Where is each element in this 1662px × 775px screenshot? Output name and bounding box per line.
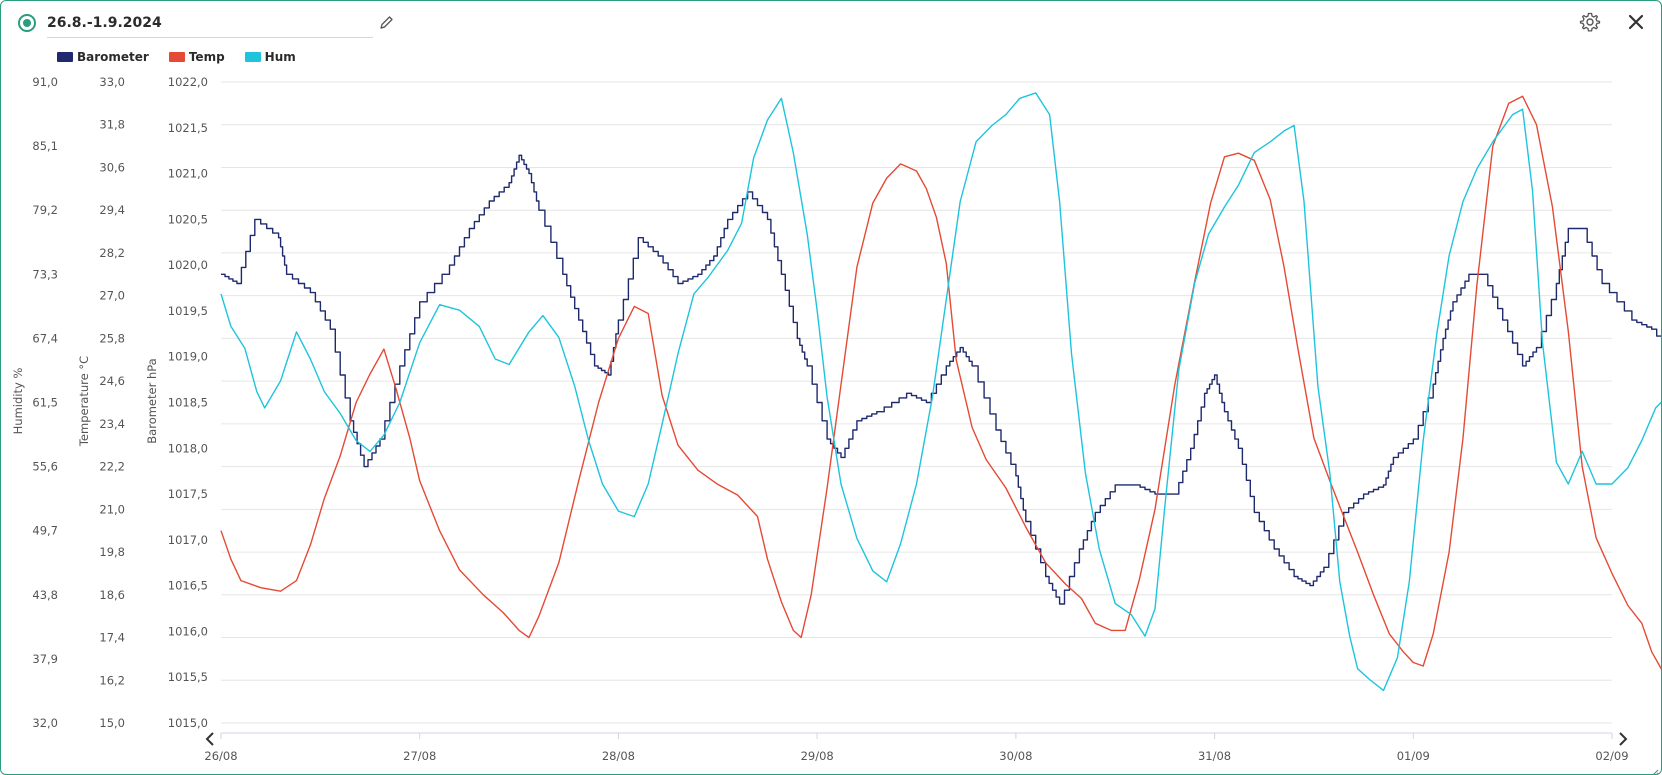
x-tick-label: 02/09 xyxy=(1595,749,1628,763)
grid-lines xyxy=(221,81,1612,724)
legend-label-barometer: Barometer xyxy=(77,50,149,64)
barometer-tick-label: 1015,5 xyxy=(168,670,208,684)
chevron-right-icon[interactable] xyxy=(1619,732,1628,746)
humidity-tick-label: 91,0 xyxy=(32,75,58,89)
barometer-tick-label: 1017,5 xyxy=(168,487,208,501)
temperature-tick-label: 23,4 xyxy=(99,417,125,431)
temperature-tick-label: 27,0 xyxy=(99,289,125,303)
barometer-tick-label: 1019,5 xyxy=(168,304,208,318)
legend-item-barometer[interactable]: Barometer xyxy=(57,49,149,65)
x-tick-label: 27/08 xyxy=(403,749,436,763)
temperature-tick-label: 30,6 xyxy=(99,160,125,174)
humidity-tick-label: 73,3 xyxy=(32,267,58,281)
temperature-tick-label: 25,8 xyxy=(99,331,125,345)
humidity-tick-label: 37,9 xyxy=(32,652,58,666)
temperature-tick-label: 31,8 xyxy=(99,118,125,132)
barometer-tick-label: 1017,0 xyxy=(168,533,208,547)
temperature-tick-label: 33,0 xyxy=(99,75,125,89)
gear-icon[interactable] xyxy=(1579,11,1601,33)
temperature-tick-label: 22,2 xyxy=(99,460,125,474)
humidity-tick-label: 61,5 xyxy=(32,396,58,410)
resize-grip-icon[interactable] xyxy=(1649,762,1659,774)
legend-swatch-temp xyxy=(168,52,185,62)
chevron-left-icon[interactable] xyxy=(205,732,214,746)
temperature-tick-label: 28,2 xyxy=(99,246,125,260)
barometer-tick-label: 1020,0 xyxy=(168,258,208,272)
humidity-axis: 91,0 85,1 79,2 73,3 67,4 61,5 55,6 49,7 43,8 37,9… xyxy=(32,75,58,730)
barometer-axis-title: Barometer hPa xyxy=(145,358,159,443)
close-icon[interactable] xyxy=(1625,11,1647,33)
temperature-axis: 33,0 31,8 30,6 29,4 28,2 27,0 25,8 24,6 23,4 22,2… xyxy=(99,75,125,730)
x-tick-label: 28/08 xyxy=(602,749,635,763)
chart-legend: Barometer Temp Hum xyxy=(57,49,296,65)
x-tick-label: 26/08 xyxy=(204,749,237,763)
legend-swatch-barometer xyxy=(57,52,73,62)
legend-label-temp: Temp xyxy=(188,50,225,64)
barometer-tick-label: 1019,0 xyxy=(168,350,208,364)
temperature-tick-label: 15,0 xyxy=(99,716,125,730)
humidity-tick-label: 79,2 xyxy=(32,203,58,217)
temperature-tick-label: 29,4 xyxy=(99,203,125,217)
temperature-tick-label: 24,6 xyxy=(99,374,125,388)
x-tick-label: 01/09 xyxy=(1397,749,1430,763)
series-line-temp[interactable] xyxy=(220,95,1661,687)
humidity-tick-label: 43,8 xyxy=(32,588,58,602)
barometer-tick-label: 1018,5 xyxy=(168,396,208,410)
barometer-tick-label: 1022,0 xyxy=(168,75,208,89)
temperature-tick-label: 18,6 xyxy=(99,588,125,602)
temperature-tick-label: 17,4 xyxy=(99,631,125,645)
temperature-tick-label: 21,0 xyxy=(99,502,125,516)
x-tick-label: 31/08 xyxy=(1198,749,1231,763)
period-title: 26.8.-1.9.2024 xyxy=(47,15,162,31)
header: 26.8.-1.9.2024 xyxy=(1,1,1661,45)
legend-label-hum: Hum xyxy=(264,50,296,64)
barometer-tick-label: 1021,0 xyxy=(168,167,208,181)
humidity-tick-label: 85,1 xyxy=(32,139,58,153)
barometer-tick-label: 1018,0 xyxy=(168,441,208,455)
barometer-tick-label: 1016,0 xyxy=(168,624,208,638)
humidity-tick-label: 55,6 xyxy=(32,460,58,474)
temperature-tick-label: 16,2 xyxy=(99,673,125,687)
x-tick-label: 30/08 xyxy=(999,749,1032,763)
legend-item-hum[interactable]: Hum xyxy=(244,49,296,65)
barometer-axis: 1022,0 1021,5 1021,0 1020,5 1020,0 1019,5 1019… xyxy=(168,75,208,730)
temperature-axis-title: Temperature °C xyxy=(77,356,91,447)
series-line-hum[interactable] xyxy=(220,92,1661,692)
humidity-axis-title: Humidity % xyxy=(11,368,25,435)
legend-item-temp[interactable]: Temp xyxy=(168,49,225,65)
pencil-icon[interactable] xyxy=(377,14,395,32)
barometer-tick-label: 1020,5 xyxy=(168,212,208,226)
barometer-tick-label: 1021,5 xyxy=(168,121,208,135)
legend-swatch-hum xyxy=(244,52,261,62)
x-axis: 26/08 27/08 28/08 29/08 30/08 31/08 01/09 02/09 xyxy=(204,732,1629,763)
barometer-tick-label: 1016,5 xyxy=(168,579,208,593)
series-lines xyxy=(220,92,1661,714)
series-line-barometer[interactable] xyxy=(221,154,1661,714)
status-indicator-icon[interactable] xyxy=(18,14,36,32)
humidity-tick-label: 49,7 xyxy=(32,524,58,538)
humidity-tick-label: 32,0 xyxy=(32,716,58,730)
temperature-tick-label: 19,8 xyxy=(99,545,125,559)
title-field[interactable]: 26.8.-1.9.2024 xyxy=(47,11,373,38)
x-tick-label: 29/08 xyxy=(801,749,834,763)
humidity-tick-label: 67,4 xyxy=(32,331,58,345)
barometer-tick-label: 1015,0 xyxy=(168,716,208,730)
